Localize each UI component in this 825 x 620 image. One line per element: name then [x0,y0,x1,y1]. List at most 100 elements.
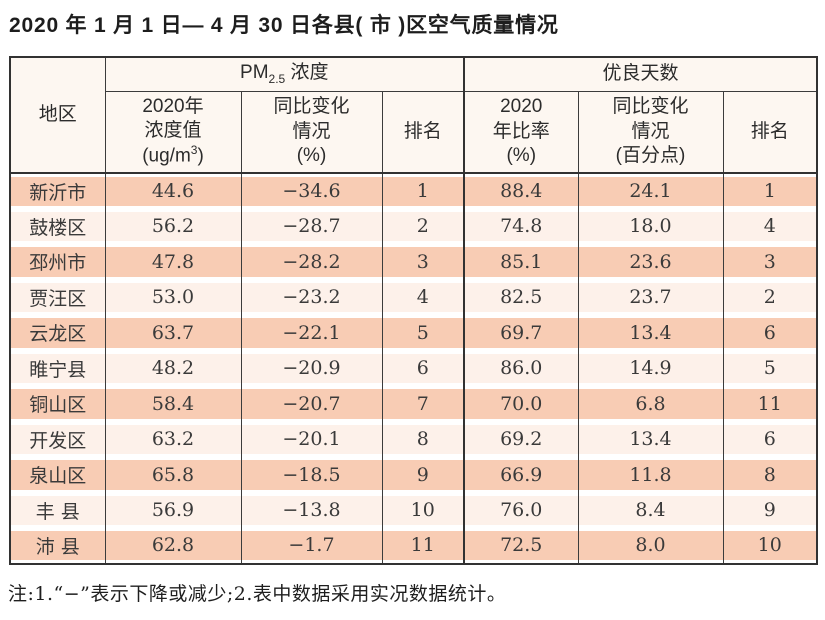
pm-value-cell: 56.2 [104,208,241,244]
good-change-cell: 8.4 [577,492,723,528]
region-cell: 鼓楼区 [9,208,105,244]
region-cell: 铜山区 [9,386,105,422]
pm-rank-cell: 8 [381,421,464,457]
pm-value-cell: 47.8 [104,244,241,280]
good-rank-cell: 11 [722,386,817,422]
good-rank-cell: 6 [722,421,817,457]
good-change-cell: 6.8 [577,386,723,422]
good-change-cell: 24.1 [577,173,723,209]
pm-value-header-unit: (ug/m3) [107,143,240,169]
table-row: 贾汪区 53.0 −23.2 4 82.5 23.7 2 [9,279,817,315]
col-header-good-ratio: 2020 年比率 (%) [463,91,578,174]
pm-rank-cell: 4 [381,279,464,315]
pm-change-cell: −28.7 [240,208,382,244]
pm-value-cell: 62.8 [104,528,241,564]
pm-change-cell: −1.7 [240,528,382,564]
pm-rank-cell: 6 [381,350,464,386]
pm-value-cell: 56.9 [104,492,241,528]
pm-change-cell: −20.7 [240,386,382,422]
region-cell: 开发区 [9,421,105,457]
good-rank-cell: 2 [722,279,817,315]
good-rank-cell: 4 [722,208,817,244]
pm-change-header-line2: 情况 [292,120,331,142]
good-rank-cell: 9 [722,492,817,528]
good-ratio-cell: 66.9 [463,457,578,493]
footnote: 注:1.“−”表示下降或减少;2.表中数据采用实况数据统计。 [8,582,507,605]
region-cell: 云龙区 [9,315,105,351]
good-ratio-cell: 72.5 [463,528,578,564]
pm-value-header-line1: 2020年 [142,95,204,117]
pm-unit-superscript: 3 [190,143,198,158]
pm-change-cell: −28.2 [240,244,382,280]
table-row: 邳州市 47.8 −28.2 3 85.1 23.6 3 [9,244,817,280]
good-change-cell: 23.6 [577,244,723,280]
col-group-good-days: 优良天数 [463,57,817,92]
good-change-cell: 23.7 [577,279,723,315]
good-ratio-cell: 86.0 [463,350,578,386]
pm-unit-suffix: ) [197,145,204,167]
table-row: 铜山区 58.4 −20.7 7 70.0 6.8 11 [9,386,817,422]
good-change-header-line3: (百分点) [615,144,686,166]
pm-rank-cell: 9 [381,457,464,493]
air-quality-table: 地区 PM2.5 浓度 优良天数 2020年 浓度值 (ug/m3) 同比变化 … [9,56,818,565]
col-header-pm-change: 同比变化 情况 (%) [240,91,382,174]
group-header-row: 地区 PM2.5 浓度 优良天数 [9,57,817,174]
pm-value-cell: 63.7 [104,315,241,351]
table-body: 新沂市 44.6 −34.6 1 88.4 24.1 1 鼓楼区 56.2 −2… [9,173,817,564]
table-row: 鼓楼区 56.2 −28.7 2 74.8 18.0 4 [9,208,817,244]
pm-rank-cell: 3 [381,244,464,280]
pm25-label-subscript: 2.5 [268,71,286,86]
pm-value-cell: 44.6 [104,173,241,209]
pm-value-header-line2: 浓度值 [144,119,202,141]
good-rank-cell: 10 [722,528,817,564]
pm-value-cell: 48.2 [104,350,241,386]
pm-rank-cell: 5 [381,315,464,351]
good-ratio-header-line1: 2020 [500,96,543,118]
col-header-good-change: 同比变化 情况 (百分点) [577,91,723,174]
col-header-good-rank: 排名 [722,91,817,174]
pm-change-cell: −23.2 [240,279,382,315]
region-cell: 泉山区 [9,457,105,493]
region-cell: 新沂市 [9,173,105,209]
table-row: 沛 县 62.8 −1.7 11 72.5 8.0 10 [9,528,817,564]
region-cell: 贾汪区 [9,279,105,315]
good-rank-cell: 1 [722,173,817,209]
pm-change-cell: −13.8 [240,492,382,528]
pm-change-cell: −20.1 [240,421,382,457]
pm-value-cell: 63.2 [104,421,241,457]
pm-change-header-line3: (%) [296,144,327,166]
good-change-cell: 18.0 [577,208,723,244]
pm-unit-prefix: (ug/m [142,145,191,167]
pm25-label-prefix: PM [240,62,269,84]
good-ratio-cell: 69.7 [463,315,578,351]
region-cell: 邳州市 [9,244,105,280]
pm-rank-cell: 7 [381,386,464,422]
good-change-header-line1: 同比变化 [612,96,689,118]
table-row: 丰 县 56.9 −13.8 10 76.0 8.4 9 [9,492,817,528]
pm-value-cell: 58.4 [104,386,241,422]
pm-rank-cell: 1 [381,173,464,209]
good-rank-cell: 5 [722,350,817,386]
pm-value-cell: 65.8 [104,457,241,493]
table-row: 泉山区 65.8 −18.5 9 66.9 11.8 8 [9,457,817,493]
table-row: 新沂市 44.6 −34.6 1 88.4 24.1 1 [9,173,817,209]
table-row: 睢宁县 48.2 −20.9 6 86.0 14.9 5 [9,350,817,386]
good-ratio-cell: 85.1 [463,244,578,280]
good-ratio-header-line2: 年比率 [492,120,550,142]
good-rank-cell: 3 [722,244,817,280]
good-rank-cell: 6 [722,315,817,351]
good-ratio-header-line3: (%) [506,144,537,166]
pm-value-cell: 53.0 [104,279,241,315]
good-change-cell: 13.4 [577,315,723,351]
region-cell: 沛 县 [9,528,105,564]
pm-rank-cell: 11 [381,528,464,564]
pm-change-cell: −20.9 [240,350,382,386]
col-header-pm-rank: 排名 [381,91,464,174]
good-rank-cell: 8 [722,457,817,493]
page-title: 2020 年 1 月 1 日— 4 月 30 日各县( 市 )区空气质量情况 [9,14,559,37]
pm-change-cell: −34.6 [240,173,382,209]
good-ratio-cell: 69.2 [463,421,578,457]
pm-rank-cell: 2 [381,208,464,244]
pm-rank-cell: 10 [381,492,464,528]
